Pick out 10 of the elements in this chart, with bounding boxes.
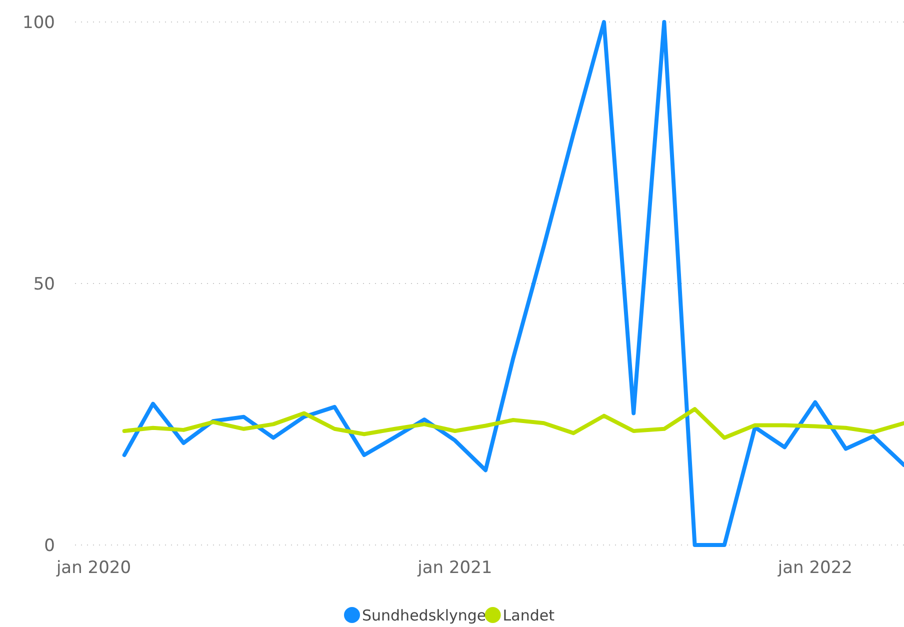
legend-label: Landet xyxy=(502,606,555,624)
x-tick-label: jan 2022 xyxy=(776,558,852,578)
x-tick-label: jan 2021 xyxy=(416,558,492,578)
y-tick-label: 100 xyxy=(22,12,55,33)
y-tick-label: 50 xyxy=(33,274,55,294)
line-series xyxy=(122,407,904,440)
legend-label: Sundhedsklynge xyxy=(362,606,486,624)
x-tick-label: jan 2020 xyxy=(55,558,132,578)
y-tick-label: 0 xyxy=(44,536,55,556)
line-series xyxy=(122,20,904,547)
